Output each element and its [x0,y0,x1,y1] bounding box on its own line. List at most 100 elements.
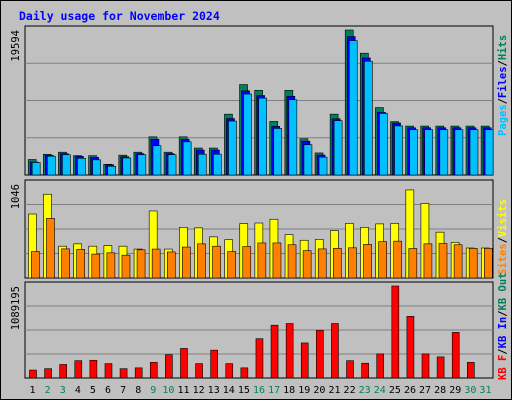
bar-kbytes [361,362,369,379]
bar-sites [468,248,478,279]
bar-pages [167,154,177,176]
bar-pages [92,159,101,176]
bar-pages [409,129,418,176]
x-tick-label: 16 [253,385,265,396]
bar-sites [317,248,327,279]
bar-sites [227,251,236,279]
bar-kbytes [316,329,324,379]
bar-pages [137,154,147,176]
x-tick-label: 22 [344,385,356,396]
x-tick-label: 14 [223,385,235,396]
legend-entry: KB Out [497,273,509,311]
bar-pages [394,125,403,176]
bar-pages [258,97,267,176]
x-tick-label: 29 [449,385,461,396]
x-tick-label: 7 [120,385,126,396]
bar-sites [106,252,116,279]
x-tick-label: 18 [283,385,295,396]
x-tick-label: 23 [359,385,371,396]
chart-title: Daily usage for November 2024 [19,9,220,23]
bar-sites [408,248,418,279]
x-tick-label: 20 [313,385,325,396]
bar-kbytes [331,323,339,379]
bar-sites [302,250,312,279]
x-tick-label: 19 [298,385,310,396]
x-tick-label: 24 [374,385,386,396]
legend-entry: / [497,348,509,354]
bar-pages [62,154,71,176]
bar-pages [439,129,449,176]
bar-pages [152,145,162,176]
bar-kbytes [376,353,385,379]
legend-hits-files-pages: Pages/Files/Hits [497,35,509,136]
bar-sites [31,251,40,279]
x-tick-label: 6 [105,385,111,396]
bar-sites [393,240,403,279]
bar-sites [166,251,176,279]
bar-sites [287,244,297,279]
bar-kbytes [149,362,158,379]
x-tick-label: 9 [150,385,156,396]
panel-kbytes: 1089195 [10,281,494,379]
bar-sites [257,242,267,279]
bar-sites [212,245,221,279]
bar-kbytes [89,359,98,379]
bar-pages [454,129,464,176]
bar-sites [121,254,131,279]
legend-entry: / [497,237,509,243]
legend-entry: Files [497,66,509,98]
bar-kbytes [451,332,460,379]
x-tick-label: 1 [30,385,36,396]
legend-entry: Visits [497,199,509,237]
bar-sites [378,241,387,279]
bar-pages [107,165,116,176]
bar-kbytes [165,354,173,379]
bar-kbytes [59,364,67,379]
bar-pages [424,129,434,176]
y-max-label: 1046 [10,184,22,209]
bar-pages [213,153,222,176]
bar-sites [242,246,252,279]
bar-sites [151,248,161,279]
x-tick-label: 12 [193,385,205,396]
x-tick-label: 31 [479,385,491,396]
bar-sites [348,247,357,279]
x-tick-label: 17 [268,385,280,396]
y-max-label: 1089195 [10,286,22,330]
bar-pages [46,155,56,176]
bar-pages [348,40,358,176]
bar-pages [318,156,328,176]
bar-kbytes [391,285,400,379]
bar-pages [273,128,283,176]
bar-pages [484,129,494,176]
bar-kbytes [210,349,218,379]
bar-kbytes [180,348,188,379]
bar-sites [453,244,463,279]
x-tick-label: 28 [434,385,446,396]
bar-sites [438,243,448,279]
legend-kbytes: KB F/KB In/KB Out [497,273,509,381]
bar-pages [228,120,237,176]
legend-visits-sites: Sites/Visits [497,199,509,275]
bar-pages [77,157,86,176]
x-tick-label: 10 [162,385,174,396]
bar-kbytes [285,323,294,379]
bar-sites [136,249,146,279]
bar-pages [333,120,343,176]
legend-entry: Pages [497,104,509,136]
x-tick-label: 4 [75,385,81,396]
bar-kbytes [195,363,203,379]
x-tick-label: 30 [464,385,476,396]
legend-entry: Sites [497,243,509,275]
bar-pages [182,141,192,176]
bar-pages [243,93,252,176]
legend-entry: KB F [497,355,509,380]
bar-pages [31,162,41,176]
bar-pages [379,113,388,176]
x-tick-label: 13 [208,385,220,396]
bar-kbytes [119,368,128,379]
bar-sites [333,248,342,279]
